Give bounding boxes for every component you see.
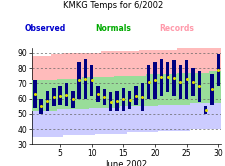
- X-axis label: June 2002: June 2002: [105, 160, 147, 166]
- Bar: [146, 65, 150, 99]
- Bar: [52, 88, 55, 106]
- Bar: [153, 62, 156, 99]
- Bar: [171, 60, 175, 95]
- Bar: [108, 92, 112, 111]
- Bar: [127, 91, 131, 109]
- Bar: [159, 59, 162, 95]
- Bar: [197, 71, 200, 102]
- Text: Observed: Observed: [25, 24, 65, 33]
- Bar: [96, 86, 99, 102]
- Bar: [178, 65, 181, 99]
- Bar: [216, 54, 219, 86]
- Bar: [45, 91, 49, 111]
- Bar: [83, 59, 87, 99]
- Bar: [203, 106, 207, 114]
- Bar: [64, 83, 68, 106]
- Bar: [184, 60, 188, 99]
- Text: KMKG Temps for 6/2002: KMKG Temps for 6/2002: [63, 1, 162, 10]
- Bar: [165, 62, 169, 92]
- Text: Records: Records: [158, 24, 193, 33]
- Bar: [102, 89, 106, 105]
- Bar: [33, 80, 36, 108]
- Bar: [140, 83, 144, 111]
- Bar: [121, 88, 125, 111]
- Bar: [77, 62, 81, 99]
- Bar: [90, 65, 93, 95]
- Bar: [190, 68, 194, 95]
- Text: Normals: Normals: [95, 24, 130, 33]
- Bar: [209, 74, 213, 105]
- Bar: [71, 91, 74, 108]
- Bar: [58, 86, 62, 105]
- Bar: [115, 91, 118, 111]
- Bar: [134, 86, 137, 105]
- Bar: [39, 99, 43, 114]
